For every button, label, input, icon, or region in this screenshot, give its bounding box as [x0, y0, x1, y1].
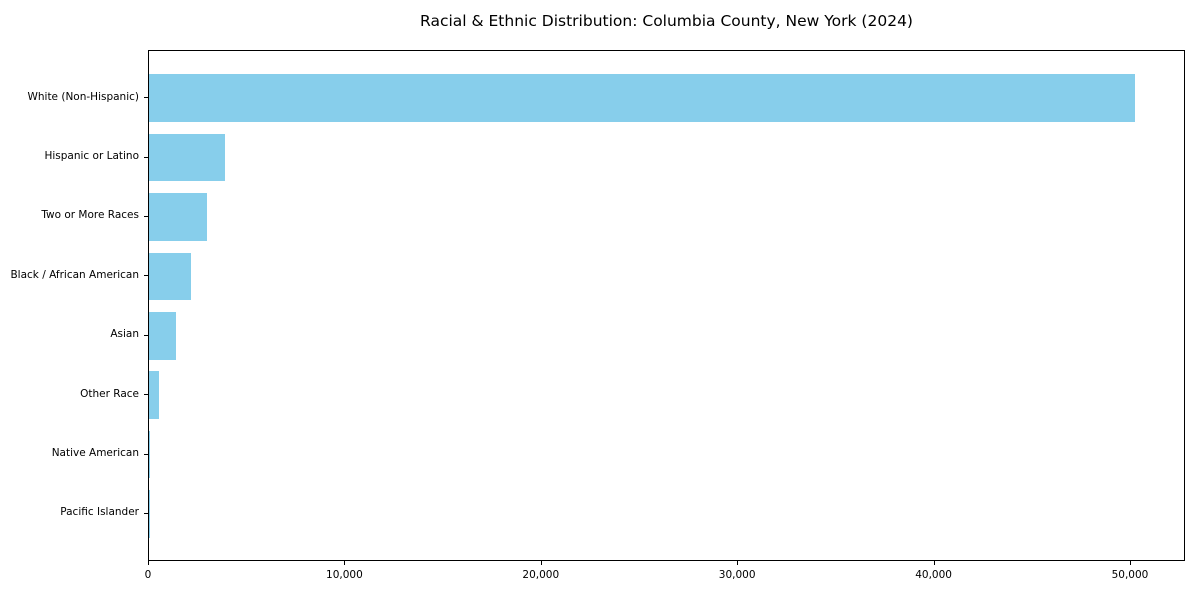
y-axis-label: Other Race: [80, 387, 139, 400]
x-axis-tick-label: 0: [144, 569, 152, 581]
bar-white-non-hispanic-: [149, 74, 1135, 122]
y-tick: [144, 334, 148, 336]
bar-other-race: [149, 371, 160, 419]
x-axis-tick-label: 40,000: [915, 569, 952, 581]
x-axis-tick-label: 20,000: [522, 569, 560, 581]
y-axis-label: Two or More Races: [41, 209, 139, 222]
x-tick: [148, 561, 149, 565]
y-tick: [144, 156, 148, 158]
bar-native-american: [149, 430, 150, 479]
x-axis-tick-label: 30,000: [718, 569, 756, 581]
y-tick: [144, 215, 148, 217]
y-tick: [144, 275, 148, 277]
y-axis-label: Black / African American: [10, 268, 139, 281]
bar-black-african-american: [149, 252, 192, 301]
x-tick: [344, 561, 346, 565]
x-tick: [540, 561, 542, 565]
y-tick: [144, 394, 148, 396]
y-tick: [144, 512, 148, 514]
y-tick: [144, 97, 148, 99]
y-axis-label: White (Non-Hispanic): [27, 90, 139, 103]
x-axis-tick-label: 10,000: [326, 569, 363, 581]
x-tick: [737, 561, 739, 565]
bar-hispanic-or-latino: [149, 133, 226, 182]
chart-title: Racial & Ethnic Distribution: Columbia C…: [420, 12, 913, 30]
x-tick: [933, 561, 935, 565]
y-axis-label: Asian: [110, 328, 139, 341]
y-tick: [144, 453, 148, 455]
plot-area: [148, 50, 1185, 561]
x-tick: [1129, 561, 1131, 565]
y-axis-label: Pacific Islander: [60, 506, 139, 519]
bar-two-or-more-races: [149, 193, 207, 241]
y-axis-label: Hispanic or Latino: [44, 150, 139, 163]
x-axis-tick-label: 50,000: [1111, 569, 1149, 581]
bar-asian: [149, 312, 176, 360]
y-axis-label: Native American: [51, 447, 139, 460]
